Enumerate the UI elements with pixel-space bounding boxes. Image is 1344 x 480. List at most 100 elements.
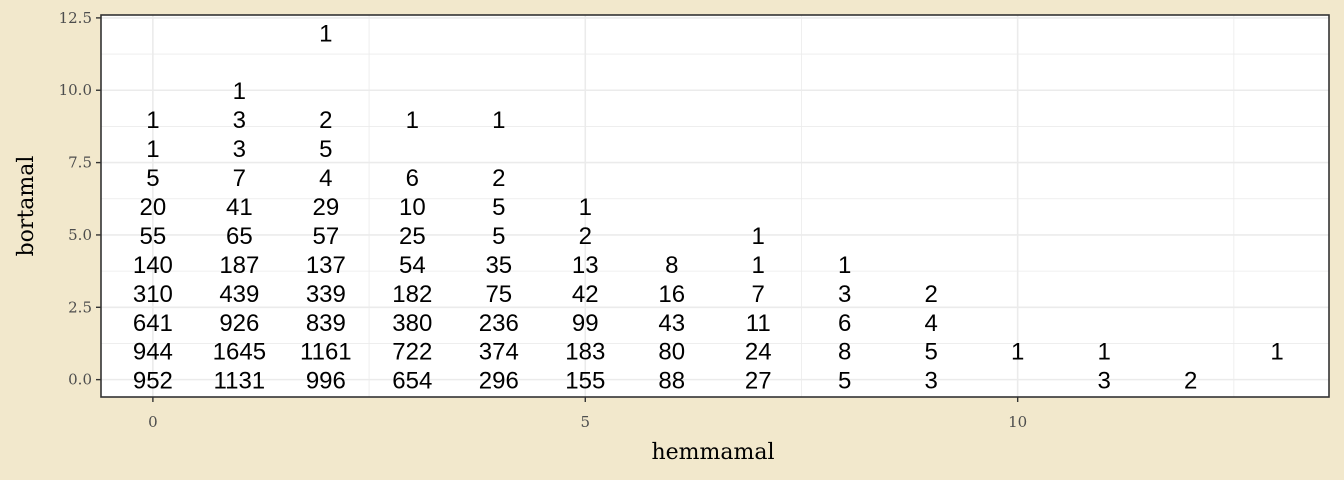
count-label: 2 bbox=[319, 107, 332, 134]
count-label: 3 bbox=[233, 107, 246, 134]
count-label: 296 bbox=[479, 368, 519, 395]
count-label: 374 bbox=[479, 339, 519, 366]
count-label: 13 bbox=[572, 252, 599, 279]
count-label: 1161 bbox=[300, 339, 352, 366]
count-label: 7 bbox=[233, 165, 246, 192]
y-tick-label: 0.0 bbox=[68, 371, 92, 389]
count-label: 7 bbox=[752, 281, 765, 308]
x-tick-label: 0 bbox=[148, 413, 158, 431]
count-label: 43 bbox=[658, 310, 685, 337]
count-label: 1 bbox=[319, 20, 332, 47]
count-label: 88 bbox=[658, 368, 685, 395]
count-label: 10 bbox=[399, 194, 426, 221]
count-label: 310 bbox=[133, 281, 173, 308]
count-label: 57 bbox=[312, 223, 339, 250]
count-label: 2 bbox=[579, 223, 592, 250]
count-label: 6 bbox=[406, 165, 419, 192]
count-label: 140 bbox=[133, 252, 173, 279]
count-label: 1 bbox=[838, 252, 851, 279]
count-label: 25 bbox=[399, 223, 426, 250]
count-label: 8 bbox=[665, 252, 678, 279]
count-label: 5 bbox=[146, 165, 159, 192]
count-label: 41 bbox=[226, 194, 253, 221]
count-label: 75 bbox=[485, 281, 512, 308]
panel-background bbox=[101, 15, 1329, 397]
count-label: 654 bbox=[392, 368, 432, 395]
count-label: 2 bbox=[925, 281, 938, 308]
count-label: 380 bbox=[392, 310, 432, 337]
count-label: 80 bbox=[658, 339, 685, 366]
plot-panel bbox=[101, 15, 1329, 397]
count-label: 839 bbox=[306, 310, 346, 337]
count-label: 6 bbox=[838, 310, 851, 337]
count-label: 1 bbox=[1270, 339, 1283, 366]
count-label: 5 bbox=[319, 136, 332, 163]
count-label: 35 bbox=[485, 252, 512, 279]
y-tick-label: 5.0 bbox=[68, 226, 92, 244]
count-label: 183 bbox=[565, 339, 605, 366]
count-label: 1 bbox=[406, 107, 419, 134]
count-label: 54 bbox=[399, 252, 426, 279]
count-label: 2 bbox=[1184, 368, 1197, 395]
count-label: 4 bbox=[925, 310, 938, 337]
count-label: 926 bbox=[219, 310, 259, 337]
count-label: 55 bbox=[140, 223, 167, 250]
count-label: 3 bbox=[925, 368, 938, 395]
count-label: 1 bbox=[146, 107, 159, 134]
count-label: 1 bbox=[1097, 339, 1110, 366]
count-label: 1 bbox=[492, 107, 505, 134]
count-label: 8 bbox=[838, 339, 851, 366]
count-label: 24 bbox=[745, 339, 772, 366]
count-label: 1 bbox=[233, 78, 246, 105]
y-axis-title: bortamal bbox=[14, 156, 39, 257]
count-label: 996 bbox=[306, 368, 346, 395]
axes: 0 5 10 0.0 2.5 5.0 7.5 10.0 12.5 bbox=[59, 9, 1330, 431]
count-label: 1131 bbox=[214, 368, 266, 395]
count-label: 2 bbox=[492, 165, 505, 192]
count-label: 5 bbox=[492, 194, 505, 221]
count-label: 1 bbox=[752, 223, 765, 250]
count-label: 1 bbox=[752, 252, 765, 279]
count-label: 137 bbox=[306, 252, 346, 279]
x-axis-title: hemmamal bbox=[651, 440, 774, 465]
count-label: 3 bbox=[1097, 368, 1110, 395]
count-label: 27 bbox=[745, 368, 772, 395]
count-label: 722 bbox=[392, 339, 432, 366]
grid-lines bbox=[101, 15, 1329, 397]
count-label: 155 bbox=[565, 368, 605, 395]
count-label: 187 bbox=[219, 252, 259, 279]
count-label: 99 bbox=[572, 310, 599, 337]
count-label: 641 bbox=[133, 310, 173, 337]
panel-border bbox=[100, 14, 1330, 398]
count-label: 65 bbox=[226, 223, 253, 250]
count-label: 5 bbox=[838, 368, 851, 395]
y-tick-label: 7.5 bbox=[68, 154, 92, 172]
x-tick-label: 10 bbox=[1008, 413, 1027, 431]
count-label: 4 bbox=[319, 165, 332, 192]
count-label: 3 bbox=[838, 281, 851, 308]
count-label: 1645 bbox=[213, 339, 266, 366]
count-label: 236 bbox=[479, 310, 519, 337]
count-label: 29 bbox=[312, 194, 339, 221]
count-label: 16 bbox=[658, 281, 685, 308]
count-label: 42 bbox=[572, 281, 599, 308]
count-label: 3 bbox=[233, 136, 246, 163]
count-label: 1 bbox=[579, 194, 592, 221]
count-label: 11 bbox=[746, 310, 771, 337]
count-label: 1 bbox=[146, 136, 159, 163]
count-label: 5 bbox=[492, 223, 505, 250]
y-tick-label: 10.0 bbox=[59, 81, 92, 99]
count-label: 182 bbox=[392, 281, 432, 308]
count-label: 5 bbox=[925, 339, 938, 366]
count-label: 339 bbox=[306, 281, 346, 308]
count-label: 952 bbox=[133, 368, 173, 395]
count-label: 944 bbox=[133, 339, 173, 366]
y-tick-label: 12.5 bbox=[59, 9, 92, 27]
x-tick-label: 5 bbox=[581, 413, 591, 431]
y-tick-label: 2.5 bbox=[68, 298, 92, 316]
count-label: 1 bbox=[1011, 339, 1024, 366]
count-label: 20 bbox=[140, 194, 167, 221]
